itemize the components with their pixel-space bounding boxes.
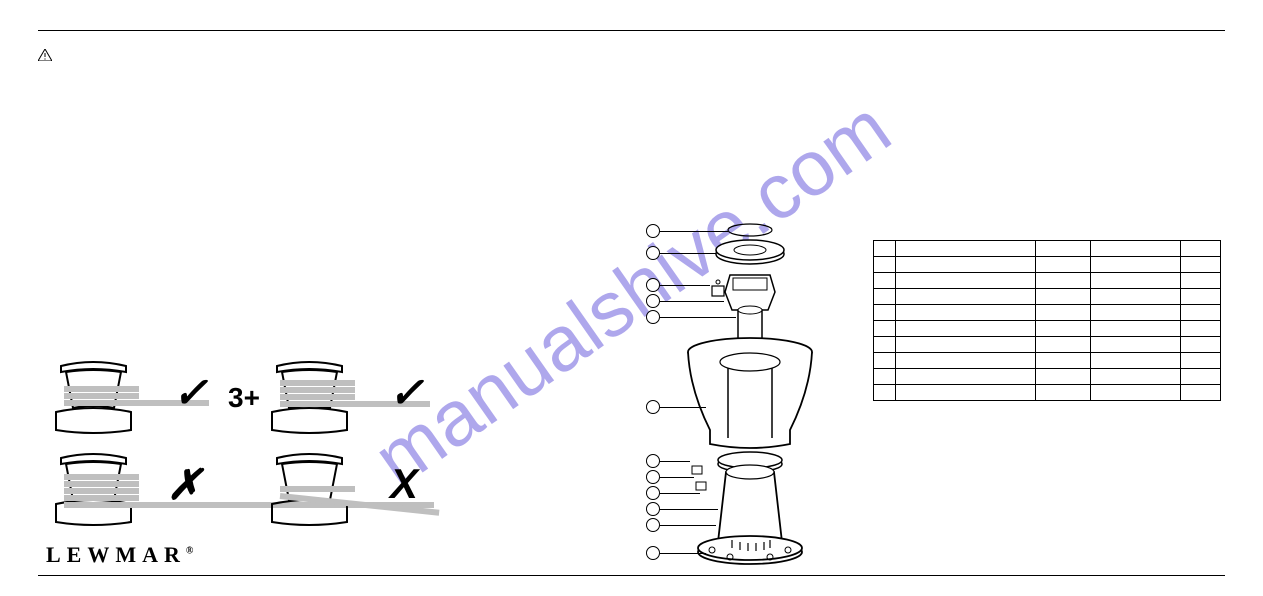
bottom-rule [38,575,1225,576]
table-row [874,321,1221,337]
logo-mark: ® [186,546,193,557]
callout-11 [646,518,660,532]
table-row [874,257,1221,273]
table-row [874,385,1221,401]
parts-table-body [874,241,1221,401]
check-icon: ✓ [173,368,208,417]
table-row [874,241,1221,257]
top-rule [38,30,1225,31]
callout-12 [646,546,660,560]
callout-7 [646,454,660,468]
logo-text: LEWMAR [46,542,186,567]
table-row [874,289,1221,305]
parts-table [873,240,1221,401]
table-row [874,369,1221,385]
label-3plus: 3+ [228,382,260,414]
winch-correct-1: ✓ [46,358,206,446]
check-icon: ✓ [389,368,424,417]
table-row [874,305,1221,321]
callout-9 [646,486,660,500]
table-row [874,353,1221,369]
table-row [874,273,1221,289]
callout-1 [646,224,660,238]
callout-5 [646,310,660,324]
cross-icon: ✗ [167,460,202,509]
callout-4 [646,294,660,308]
table-row [874,337,1221,353]
callout-10 [646,502,660,516]
winch-wrong-1: ✗ [46,450,206,538]
callout-6 [646,400,660,414]
callout-8 [646,470,660,484]
brand-logo: LEWMAR® [46,542,193,568]
winch-diagrams: ✓ 3+ ✓ ✗ [46,358,426,542]
warning-icon [38,48,52,64]
winch-correct-2: 3+ ✓ [262,358,422,446]
callout-3 [646,278,660,292]
callout-2 [646,246,660,260]
exploded-view [620,220,850,570]
winch-wrong-2: X [262,450,422,538]
cross-icon: X [390,460,418,508]
